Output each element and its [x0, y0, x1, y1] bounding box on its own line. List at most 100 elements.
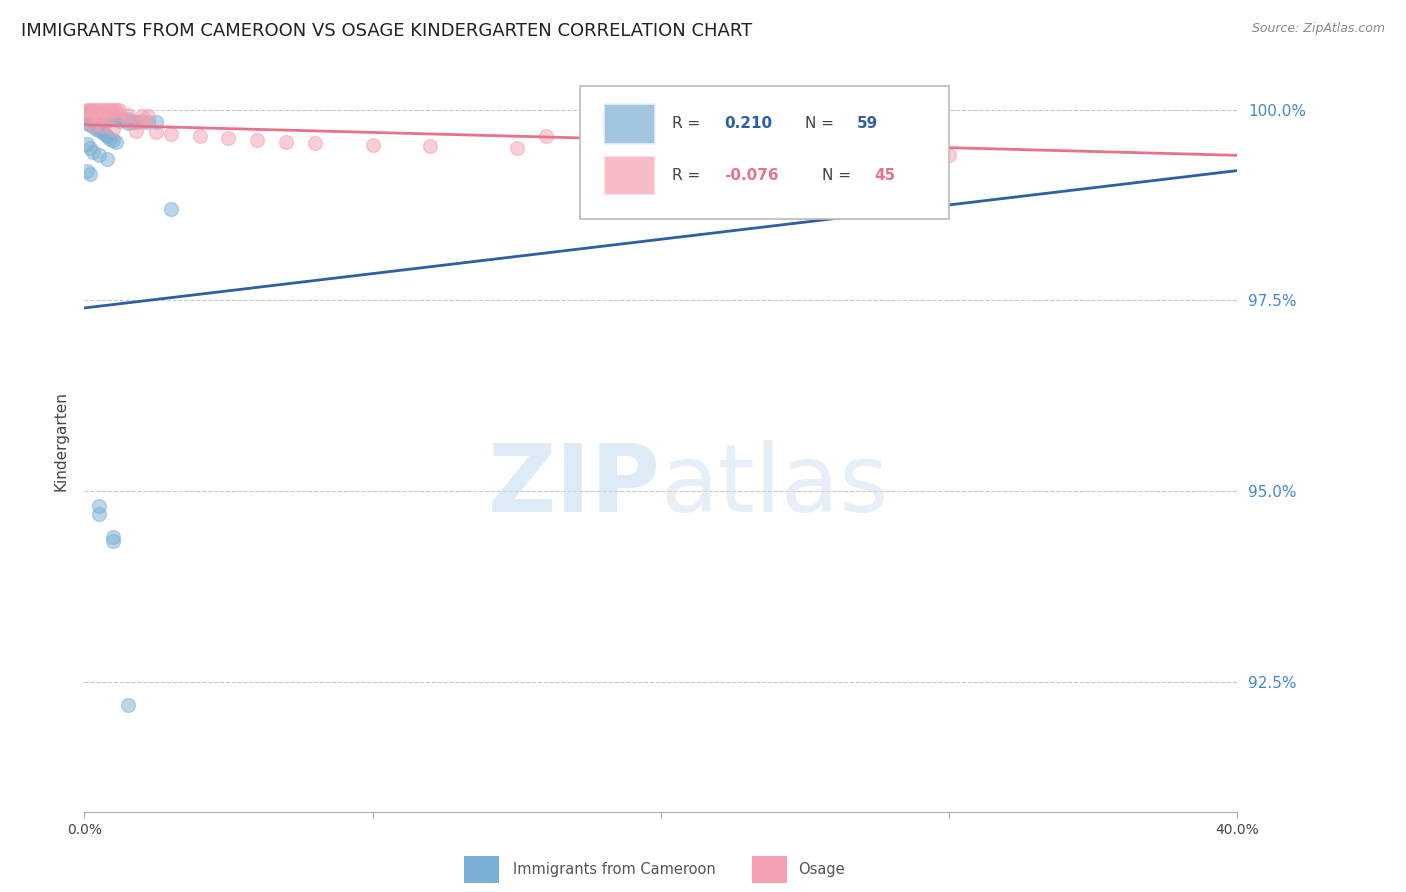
Point	[82, 103, 104, 117]
Point	[76, 110, 98, 124]
Point	[218, 130, 240, 145]
Point	[117, 114, 139, 128]
Point	[592, 133, 614, 147]
Point	[120, 114, 142, 128]
Y-axis label: Kindergarten: Kindergarten	[53, 392, 69, 491]
Point	[131, 109, 153, 123]
Point	[87, 112, 110, 126]
Point	[111, 112, 134, 127]
Text: atlas: atlas	[661, 440, 889, 532]
Point	[87, 105, 110, 120]
Point	[160, 202, 183, 216]
Point	[117, 116, 139, 130]
Text: Immigrants from Cameroon: Immigrants from Cameroon	[513, 863, 716, 877]
Point	[76, 106, 98, 120]
Text: 59: 59	[856, 116, 879, 131]
Text: Source: ZipAtlas.com: Source: ZipAtlas.com	[1251, 22, 1385, 36]
Point	[117, 698, 139, 712]
Point	[103, 112, 125, 126]
Point	[79, 141, 101, 155]
Point	[145, 115, 167, 129]
Point	[361, 137, 384, 152]
Point	[96, 103, 118, 117]
Text: R =: R =	[672, 168, 706, 183]
Text: N =: N =	[806, 116, 839, 131]
Point	[304, 136, 326, 150]
Point	[136, 109, 159, 123]
Text: 45: 45	[875, 168, 896, 183]
Point	[188, 129, 211, 144]
Point	[90, 125, 112, 139]
Text: IMMIGRANTS FROM CAMEROON VS OSAGE KINDERGARTEN CORRELATION CHART: IMMIGRANTS FROM CAMEROON VS OSAGE KINDER…	[21, 22, 752, 40]
Point	[90, 120, 112, 134]
Point	[105, 135, 128, 149]
Point	[79, 103, 101, 117]
Point	[96, 114, 118, 128]
Point	[90, 107, 112, 121]
FancyBboxPatch shape	[581, 87, 949, 219]
Point	[105, 111, 128, 125]
Point	[98, 112, 121, 127]
Point	[90, 103, 112, 117]
Point	[87, 112, 110, 126]
Point	[82, 104, 104, 119]
Point	[117, 112, 139, 126]
Point	[76, 103, 98, 117]
Point	[76, 103, 98, 118]
Point	[76, 136, 98, 151]
Point	[98, 103, 121, 117]
Point	[506, 141, 529, 155]
Point	[246, 133, 269, 147]
Point	[419, 139, 441, 153]
Point	[84, 105, 107, 120]
Text: N =: N =	[823, 168, 856, 183]
Point	[87, 500, 110, 514]
Point	[108, 107, 131, 121]
Point	[938, 148, 960, 162]
Point	[98, 110, 121, 124]
Point	[82, 110, 104, 124]
Point	[96, 109, 118, 123]
Point	[103, 109, 125, 123]
Point	[122, 114, 145, 128]
Point	[93, 103, 115, 117]
Point	[79, 118, 101, 132]
Point	[108, 103, 131, 117]
Point	[276, 135, 298, 149]
Point	[160, 127, 183, 141]
Point	[79, 103, 101, 118]
Point	[82, 120, 104, 134]
Point	[108, 114, 131, 128]
Text: Osage: Osage	[799, 863, 845, 877]
Point	[98, 131, 121, 145]
Point	[87, 148, 110, 162]
Point	[87, 103, 110, 117]
Text: R =: R =	[672, 116, 706, 131]
Point	[96, 112, 118, 127]
Point	[131, 115, 153, 129]
Point	[82, 104, 104, 119]
Point	[96, 106, 118, 120]
Point	[103, 533, 125, 548]
Point	[794, 145, 817, 159]
Point	[79, 109, 101, 123]
Point	[534, 129, 557, 144]
Text: ZIP: ZIP	[488, 440, 661, 532]
Point	[96, 152, 118, 166]
Text: 0.210: 0.210	[724, 116, 772, 131]
Bar	[603, 154, 655, 195]
Point	[136, 114, 159, 128]
Bar	[603, 103, 655, 144]
Point	[114, 113, 136, 128]
Point	[145, 125, 167, 139]
Point	[880, 146, 903, 161]
Point	[93, 127, 115, 141]
Point	[87, 106, 110, 120]
Point	[82, 145, 104, 159]
Point	[103, 121, 125, 136]
Point	[79, 106, 101, 120]
Point	[131, 114, 153, 128]
Point	[84, 108, 107, 122]
Point	[108, 112, 131, 126]
Text: -0.076: -0.076	[724, 168, 779, 183]
